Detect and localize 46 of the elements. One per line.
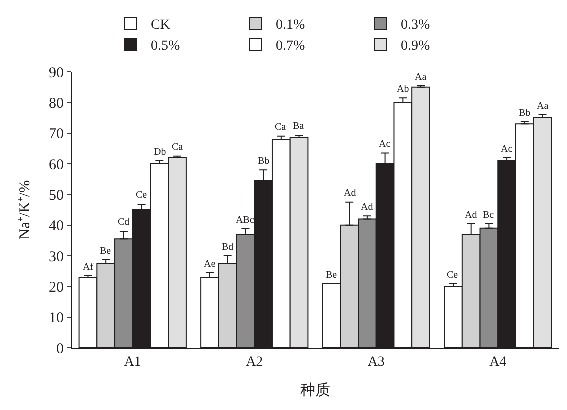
data-label: Bb [519, 108, 531, 119]
legend-label: 0.3% [400, 18, 430, 34]
data-label: Ad [465, 210, 478, 221]
y-tick-label: 0 [56, 341, 64, 358]
x-tick-label: A3 [368, 354, 385, 370]
legend-label: 0.7% [276, 39, 306, 54]
y-tick-label: 50 [49, 188, 64, 204]
legend-label: CK [150, 18, 170, 34]
data-label: Aa [415, 72, 428, 83]
data-label: ABc [236, 215, 255, 226]
data-label: Ab [397, 84, 410, 95]
data-label: Db [154, 147, 166, 158]
y-axis-title: Na⁺/K⁺/% [17, 180, 34, 240]
data-label: Ac [501, 144, 514, 155]
legend-label: 0.1% [276, 18, 306, 34]
data-label: Bc [483, 210, 495, 221]
data-label: Cd [118, 217, 130, 228]
y-tick-label: 60 [49, 157, 64, 174]
y-tick-label: 70 [49, 126, 64, 143]
data-label: Af [83, 262, 94, 273]
data-label: Ba [293, 121, 305, 132]
data-label: Ad [344, 188, 356, 199]
y-tick-label: 30 [49, 249, 64, 266]
data-label: Ce [447, 270, 459, 281]
y-tick-label: 40 [49, 218, 64, 235]
y-tick-label: 80 [49, 96, 64, 112]
y-tick-label: 90 [49, 65, 64, 82]
y-tick-label: 10 [49, 310, 64, 327]
x-tick-label: A2 [246, 354, 264, 370]
data-label: Be [100, 246, 112, 257]
x-axis-title: 种质 [300, 382, 330, 399]
data-label: Ca [275, 122, 287, 133]
data-label: Be [326, 270, 338, 281]
data-label: Ac [379, 139, 392, 150]
legend-label: 0.5% [150, 39, 180, 54]
data-label: Bb [258, 156, 270, 167]
data-label: Aa [537, 101, 550, 112]
data-label: Ce [136, 190, 148, 201]
x-tick-label: A4 [490, 354, 507, 370]
data-label: Bd [222, 242, 234, 253]
x-tick-label: A1 [124, 354, 142, 370]
y-tick-label: 20 [49, 280, 64, 296]
data-label: Ad [361, 202, 374, 213]
data-label: Ca [172, 142, 184, 153]
legend-label: 0.9% [400, 39, 430, 54]
data-label: Ae [204, 259, 216, 270]
